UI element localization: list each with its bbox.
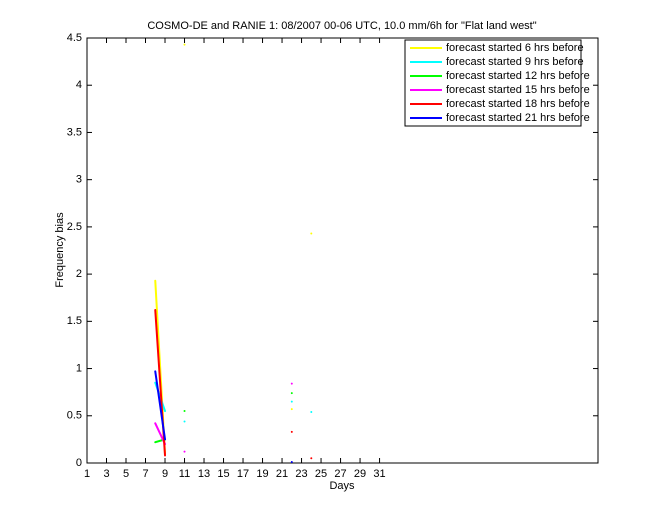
y-tick-label: 4.5: [67, 32, 82, 44]
x-tick-label: 23: [295, 468, 307, 480]
x-axis-label: Days: [329, 480, 355, 492]
y-axis-label: Frequency bias: [54, 212, 66, 288]
legend-label: forecast started 9 hrs before: [446, 56, 584, 68]
x-tick-label: 17: [237, 468, 249, 480]
x-tick-label: 13: [198, 468, 210, 480]
legend-label: forecast started 6 hrs before: [446, 42, 584, 54]
x-tick-label: 15: [217, 468, 229, 480]
y-tick-label: 0.5: [67, 410, 82, 422]
y-tick-label: 2.5: [67, 221, 82, 233]
x-tick-label: 1: [84, 468, 90, 480]
legend-label: forecast started 18 hrs before: [446, 98, 590, 110]
legend-box: [404, 39, 582, 127]
series-line: [154, 43, 313, 455]
x-tick-label: 29: [354, 468, 366, 480]
y-tick-label: 3: [76, 174, 82, 186]
x-tick-label: 25: [315, 468, 327, 480]
chart-title: COSMO-DE and RANIE 1: 08/2007 00-06 UTC,…: [147, 20, 536, 32]
x-tick-label: 7: [142, 468, 148, 480]
x-tick-label: 9: [162, 468, 168, 480]
x-tick-label: 31: [373, 468, 385, 480]
x-tick-label: 3: [103, 468, 109, 480]
y-tick-label: 4: [76, 79, 82, 91]
legend-label: forecast started 21 hrs before: [446, 112, 590, 124]
y-tick-label: 0: [76, 457, 82, 469]
y-tick-label: 3.5: [67, 126, 82, 138]
x-tick-label: 21: [276, 468, 288, 480]
series-line: [154, 370, 293, 464]
x-tick-label: 19: [256, 468, 268, 480]
legend-label: forecast started 12 hrs before: [446, 70, 590, 82]
x-tick-label: 5: [123, 468, 129, 480]
y-tick-label: 1.5: [67, 315, 82, 327]
x-tick-label: 11: [179, 468, 190, 480]
x-tick-label: 27: [334, 468, 346, 480]
y-tick-label: 2: [76, 268, 82, 280]
legend-label: forecast started 15 hrs before: [446, 84, 590, 96]
y-tick-label: 1: [76, 362, 82, 374]
